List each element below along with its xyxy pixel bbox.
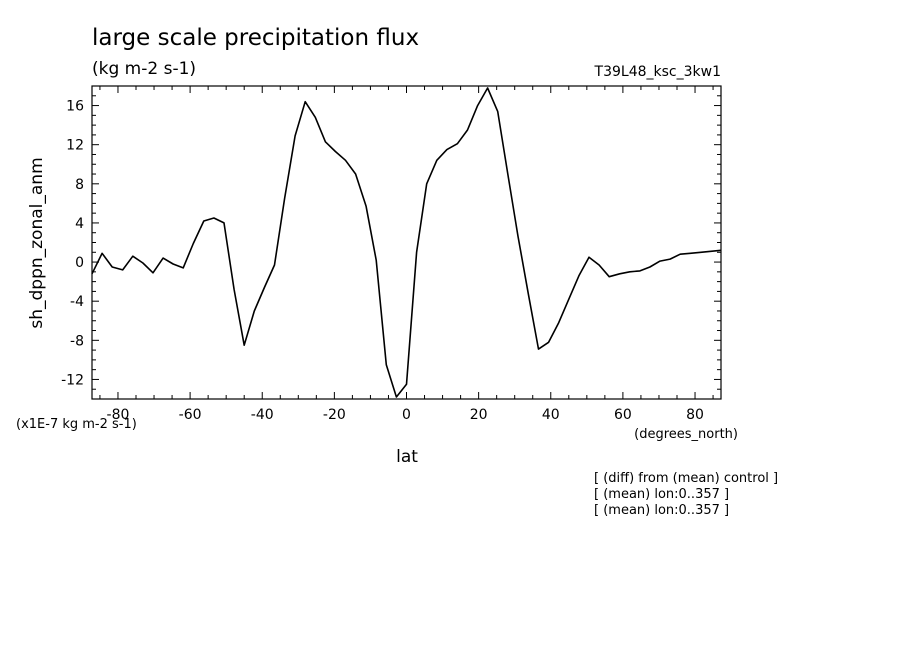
x-tick-label: 60 xyxy=(614,407,632,423)
x-tick-label: -40 xyxy=(251,407,274,423)
ticks xyxy=(92,85,721,400)
x-tick-label: 20 xyxy=(470,407,488,423)
plot-frame xyxy=(91,85,722,400)
chart-title: large scale precipitation flux xyxy=(92,25,419,51)
x-tick-label: 40 xyxy=(542,407,560,423)
x-tick-label: 80 xyxy=(686,407,704,423)
note-line-2: [ (mean) lon:0..357 ] xyxy=(594,487,729,502)
run-label: T39L48_ksc_3kw1 xyxy=(594,64,721,80)
y-tick-label: 16 xyxy=(66,99,84,115)
x-units-label: (degrees_north) xyxy=(634,427,738,442)
series xyxy=(91,87,722,398)
x-tick-label: 0 xyxy=(402,407,411,423)
note-line-3: [ (mean) lon:0..357 ] xyxy=(594,503,729,518)
y-tick-label: -12 xyxy=(61,372,84,388)
x-tick-label: -20 xyxy=(323,407,346,423)
y-tick-label: 0 xyxy=(75,255,84,271)
x-axis-label: lat xyxy=(396,447,418,467)
y-tick-label: 4 xyxy=(75,216,84,232)
x-tick-label: -80 xyxy=(107,407,130,423)
series-line xyxy=(91,87,722,398)
y-tick-label: -4 xyxy=(70,294,84,310)
y-tick-label: 8 xyxy=(75,177,84,193)
y-tick-label: -8 xyxy=(70,333,84,349)
units-label: (kg m-2 s-1) xyxy=(92,59,196,79)
x-tick-label: -60 xyxy=(179,407,202,423)
note-line-1: [ (diff) from (mean) control ] xyxy=(594,471,778,486)
y-axis-label: sh_dppn_zonal_anm xyxy=(27,157,47,328)
y-tick-label: 12 xyxy=(66,138,84,154)
y-scale-label: (x1E-7 kg m-2 s-1) xyxy=(16,417,137,432)
